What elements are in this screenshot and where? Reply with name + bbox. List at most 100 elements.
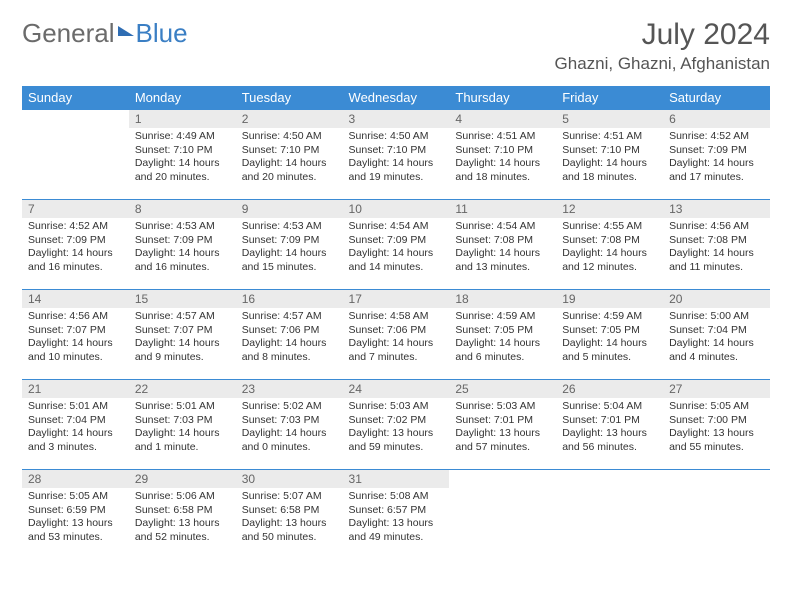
day-number: 23 bbox=[236, 380, 343, 398]
sunset-line: Sunset: 7:00 PM bbox=[669, 414, 764, 428]
daylight-line: Daylight: 14 hours and 10 minutes. bbox=[28, 337, 123, 364]
calendar-cell: 4Sunrise: 4:51 AMSunset: 7:10 PMDaylight… bbox=[449, 110, 556, 200]
day-number: 2 bbox=[236, 110, 343, 128]
sunset-line: Sunset: 7:10 PM bbox=[455, 144, 550, 158]
day-details: Sunrise: 4:54 AMSunset: 7:08 PMDaylight:… bbox=[449, 218, 556, 279]
daylight-line: Daylight: 13 hours and 50 minutes. bbox=[242, 517, 337, 544]
calendar-cell: 15Sunrise: 4:57 AMSunset: 7:07 PMDayligh… bbox=[129, 290, 236, 380]
daylight-line: Daylight: 14 hours and 17 minutes. bbox=[669, 157, 764, 184]
day-number: 20 bbox=[663, 290, 770, 308]
sunset-line: Sunset: 7:04 PM bbox=[669, 324, 764, 338]
day-details: Sunrise: 4:51 AMSunset: 7:10 PMDaylight:… bbox=[556, 128, 663, 189]
sunrise-line: Sunrise: 4:52 AM bbox=[669, 130, 764, 144]
day-number: 18 bbox=[449, 290, 556, 308]
sunrise-line: Sunrise: 4:59 AM bbox=[455, 310, 550, 324]
calendar-cell: 11Sunrise: 4:54 AMSunset: 7:08 PMDayligh… bbox=[449, 200, 556, 290]
daylight-line: Daylight: 14 hours and 1 minute. bbox=[135, 427, 230, 454]
sunrise-line: Sunrise: 5:01 AM bbox=[28, 400, 123, 414]
sunrise-line: Sunrise: 4:54 AM bbox=[455, 220, 550, 234]
daylight-line: Daylight: 14 hours and 16 minutes. bbox=[135, 247, 230, 274]
day-number: 11 bbox=[449, 200, 556, 218]
daylight-line: Daylight: 14 hours and 11 minutes. bbox=[669, 247, 764, 274]
sunrise-line: Sunrise: 5:06 AM bbox=[135, 490, 230, 504]
day-number: 24 bbox=[343, 380, 450, 398]
daylight-line: Daylight: 13 hours and 57 minutes. bbox=[455, 427, 550, 454]
calendar-cell: 18Sunrise: 4:59 AMSunset: 7:05 PMDayligh… bbox=[449, 290, 556, 380]
sunset-line: Sunset: 6:58 PM bbox=[242, 504, 337, 518]
day-number: 29 bbox=[129, 470, 236, 488]
day-details: Sunrise: 4:57 AMSunset: 7:06 PMDaylight:… bbox=[236, 308, 343, 369]
calendar-table: SundayMondayTuesdayWednesdayThursdayFrid… bbox=[22, 86, 770, 560]
calendar-cell: 30 Sunrise: 5:07 AMSunset: 6:58 PMDayligh… bbox=[236, 470, 343, 560]
day-number: 4 bbox=[449, 110, 556, 128]
day-number: 9 bbox=[236, 200, 343, 218]
sunset-line: Sunset: 6:58 PM bbox=[135, 504, 230, 518]
calendar-cell: 2Sunrise: 4:50 AMSunset: 7:10 PMDaylight… bbox=[236, 110, 343, 200]
sunrise-line: Sunrise: 4:50 AM bbox=[349, 130, 444, 144]
sunrise-line: Sunrise: 5:03 AM bbox=[455, 400, 550, 414]
daylight-line: Daylight: 14 hours and 4 minutes. bbox=[669, 337, 764, 364]
sunset-line: Sunset: 7:10 PM bbox=[242, 144, 337, 158]
daylight-line: Daylight: 13 hours and 59 minutes. bbox=[349, 427, 444, 454]
day-details: Sunrise: 5:00 AMSunset: 7:04 PMDaylight:… bbox=[663, 308, 770, 369]
calendar-cell: 3Sunrise: 4:50 AMSunset: 7:10 PMDaylight… bbox=[343, 110, 450, 200]
day-details: Sunrise: 4:56 AMSunset: 7:07 PMDaylight:… bbox=[22, 308, 129, 369]
calendar-cell: 1Sunrise: 4:49 AMSunset: 7:10 PMDaylight… bbox=[129, 110, 236, 200]
calendar-cell bbox=[663, 470, 770, 560]
sunrise-line: Sunrise: 5:07 AM bbox=[242, 490, 337, 504]
calendar-row: 14Sunrise: 4:56 AMSunset: 7:07 PMDayligh… bbox=[22, 290, 770, 380]
sunset-line: Sunset: 7:03 PM bbox=[135, 414, 230, 428]
sunset-line: Sunset: 7:04 PM bbox=[28, 414, 123, 428]
daylight-line: Daylight: 14 hours and 0 minutes. bbox=[242, 427, 337, 454]
sunset-line: Sunset: 7:07 PM bbox=[28, 324, 123, 338]
sunrise-line: Sunrise: 4:56 AM bbox=[28, 310, 123, 324]
day-details: Sunrise: 5:01 AMSunset: 7:03 PMDaylight:… bbox=[129, 398, 236, 459]
calendar-cell: 17Sunrise: 4:58 AMSunset: 7:06 PMDayligh… bbox=[343, 290, 450, 380]
sunset-line: Sunset: 7:07 PM bbox=[135, 324, 230, 338]
day-details: Sunrise: 4:53 AMSunset: 7:09 PMDaylight:… bbox=[129, 218, 236, 279]
sunset-line: Sunset: 7:06 PM bbox=[242, 324, 337, 338]
daylight-line: Daylight: 13 hours and 56 minutes. bbox=[562, 427, 657, 454]
calendar-cell: 22Sunrise: 5:01 AMSunset: 7:03 PMDayligh… bbox=[129, 380, 236, 470]
day-details: Sunrise: 4:50 AMSunset: 7:10 PMDaylight:… bbox=[343, 128, 450, 189]
logo: General Blue bbox=[22, 18, 188, 49]
day-details: Sunrise: 5:03 AMSunset: 7:01 PMDaylight:… bbox=[449, 398, 556, 459]
calendar-cell: 21Sunrise: 5:01 AMSunset: 7:04 PMDayligh… bbox=[22, 380, 129, 470]
sunrise-line: Sunrise: 4:55 AM bbox=[562, 220, 657, 234]
sunset-line: Sunset: 7:08 PM bbox=[669, 234, 764, 248]
weekday-header: Saturday bbox=[663, 86, 770, 110]
daylight-line: Daylight: 14 hours and 15 minutes. bbox=[242, 247, 337, 274]
location: Ghazni, Ghazni, Afghanistan bbox=[555, 54, 770, 74]
day-number: 30 bbox=[236, 470, 343, 488]
day-details: Sunrise: 4:52 AMSunset: 7:09 PMDaylight:… bbox=[22, 218, 129, 279]
logo-triangle-icon bbox=[118, 26, 134, 36]
day-details: Sunrise: 4:56 AMSunset: 7:08 PMDaylight:… bbox=[663, 218, 770, 279]
daylight-line: Daylight: 14 hours and 6 minutes. bbox=[455, 337, 550, 364]
sunset-line: Sunset: 7:09 PM bbox=[28, 234, 123, 248]
day-details: Sunrise: 4:49 AMSunset: 7:10 PMDaylight:… bbox=[129, 128, 236, 189]
calendar-cell: 25Sunrise: 5:03 AMSunset: 7:01 PMDayligh… bbox=[449, 380, 556, 470]
day-number: 19 bbox=[556, 290, 663, 308]
daylight-line: Daylight: 14 hours and 19 minutes. bbox=[349, 157, 444, 184]
sunrise-line: Sunrise: 4:50 AM bbox=[242, 130, 337, 144]
weekday-header: Wednesday bbox=[343, 86, 450, 110]
day-details: Sunrise: 4:59 AMSunset: 7:05 PMDaylight:… bbox=[449, 308, 556, 369]
calendar-cell: 7Sunrise: 4:52 AMSunset: 7:09 PMDaylight… bbox=[22, 200, 129, 290]
day-number: 1 bbox=[129, 110, 236, 128]
daylight-line: Daylight: 14 hours and 8 minutes. bbox=[242, 337, 337, 364]
calendar-cell: 10Sunrise: 4:54 AMSunset: 7:09 PMDayligh… bbox=[343, 200, 450, 290]
sunrise-line: Sunrise: 4:53 AM bbox=[242, 220, 337, 234]
calendar-row: 7Sunrise: 4:52 AMSunset: 7:09 PMDaylight… bbox=[22, 200, 770, 290]
day-details: Sunrise: 5:02 AMSunset: 7:03 PMDaylight:… bbox=[236, 398, 343, 459]
calendar-header-row: SundayMondayTuesdayWednesdayThursdayFrid… bbox=[22, 86, 770, 110]
month-title: July 2024 bbox=[555, 18, 770, 52]
day-details: Sunrise: 4:57 AMSunset: 7:07 PMDaylight:… bbox=[129, 308, 236, 369]
sunset-line: Sunset: 7:03 PM bbox=[242, 414, 337, 428]
sunrise-line: Sunrise: 5:01 AM bbox=[135, 400, 230, 414]
sunset-line: Sunset: 7:09 PM bbox=[242, 234, 337, 248]
sunset-line: Sunset: 6:59 PM bbox=[28, 504, 123, 518]
sunrise-line: Sunrise: 4:54 AM bbox=[349, 220, 444, 234]
calendar-cell bbox=[22, 110, 129, 200]
sunrise-line: Sunrise: 4:51 AM bbox=[455, 130, 550, 144]
day-number: 14 bbox=[22, 290, 129, 308]
